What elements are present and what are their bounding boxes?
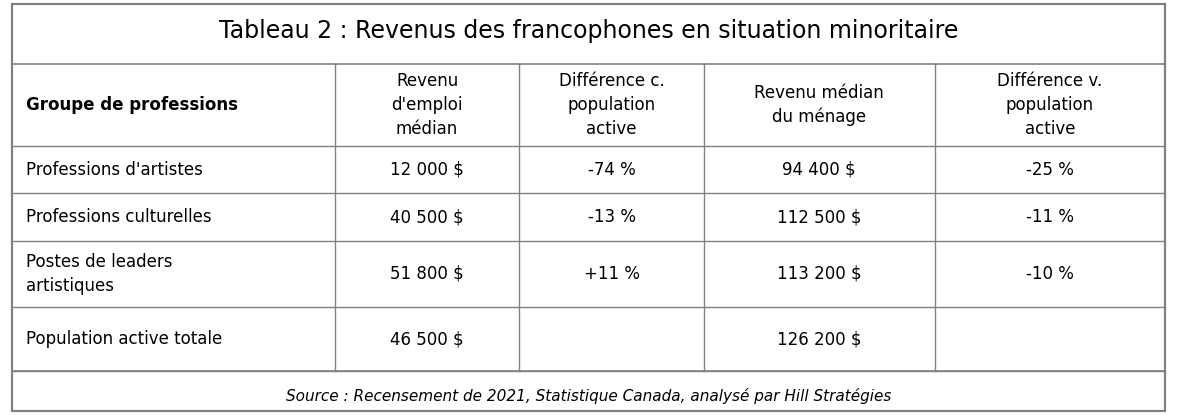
Text: Tableau 2 : Revenus des francophones en situation minoritaire: Tableau 2 : Revenus des francophones en … <box>219 19 958 43</box>
Text: Différence c.
population
active: Différence c. population active <box>559 72 665 138</box>
Text: 94 400 $: 94 400 $ <box>783 161 856 178</box>
Text: 12 000 $: 12 000 $ <box>390 161 464 178</box>
Text: Postes de leaders
artistiques: Postes de leaders artistiques <box>26 253 172 295</box>
Text: -74 %: -74 % <box>587 161 636 178</box>
Text: 46 500 $: 46 500 $ <box>391 330 464 348</box>
Text: Revenu médian
du ménage: Revenu médian du ménage <box>754 84 884 126</box>
Text: Professions culturelles: Professions culturelles <box>26 208 212 226</box>
Text: 112 500 $: 112 500 $ <box>777 208 862 226</box>
Text: Groupe de professions: Groupe de professions <box>26 96 238 114</box>
Text: -13 %: -13 % <box>587 208 636 226</box>
Text: Revenu
d'emploi
médian: Revenu d'emploi médian <box>391 72 463 138</box>
Text: 51 800 $: 51 800 $ <box>390 265 464 283</box>
Text: Source : Recensement de 2021, Statistique Canada, analysé par Hill Stratégies: Source : Recensement de 2021, Statistiqu… <box>286 388 891 404</box>
FancyBboxPatch shape <box>12 4 1165 411</box>
Text: -25 %: -25 % <box>1026 161 1073 178</box>
Text: 113 200 $: 113 200 $ <box>777 265 862 283</box>
Text: Population active totale: Population active totale <box>26 330 222 348</box>
Text: Professions d'artistes: Professions d'artistes <box>26 161 202 178</box>
Text: +11 %: +11 % <box>584 265 639 283</box>
Text: Différence v.
population
active: Différence v. population active <box>997 72 1103 138</box>
Text: -11 %: -11 % <box>1026 208 1073 226</box>
Text: -10 %: -10 % <box>1026 265 1073 283</box>
Text: 126 200 $: 126 200 $ <box>777 330 862 348</box>
Text: 40 500 $: 40 500 $ <box>391 208 464 226</box>
